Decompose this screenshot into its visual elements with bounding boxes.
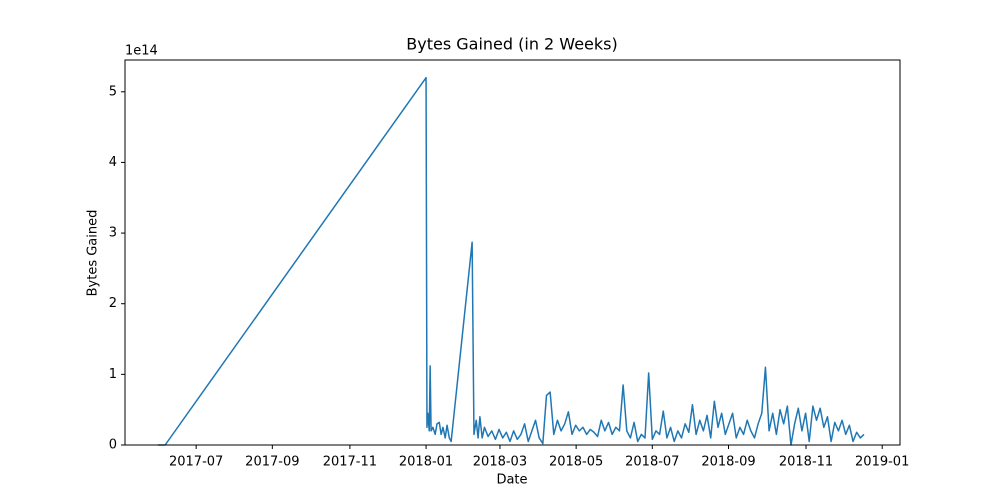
x-tick-label: 2018-09 xyxy=(701,455,755,470)
y-tick-label: 3 xyxy=(109,226,117,241)
x-tick-label: 2018-07 xyxy=(625,455,679,470)
y-tick-label: 2 xyxy=(109,296,117,311)
y-tick-label: 4 xyxy=(109,155,117,170)
y-tick-label: 1 xyxy=(109,367,117,382)
x-tick-label: 2017-09 xyxy=(245,455,299,470)
x-tick-label: 2019-01 xyxy=(855,455,909,470)
y-tick-label: 0 xyxy=(109,438,117,453)
x-axis-label: Date xyxy=(496,473,527,488)
y-axis-label: Bytes Gained xyxy=(86,210,101,297)
x-tick-label: 2017-07 xyxy=(169,455,223,470)
x-tick-label: 2018-03 xyxy=(473,455,527,470)
y-offset-text: 1e14 xyxy=(125,44,158,59)
axes-frame xyxy=(124,59,901,446)
y-tick-label: 5 xyxy=(109,84,117,99)
x-tick-label: 2017-11 xyxy=(323,455,377,470)
data-line xyxy=(157,76,865,446)
chart-title: Bytes Gained (in 2 Weeks) xyxy=(406,35,617,54)
x-tick-label: 2018-11 xyxy=(779,455,833,470)
x-tick-label: 2018-01 xyxy=(399,455,453,470)
x-tick-label: 2018-05 xyxy=(549,455,603,470)
